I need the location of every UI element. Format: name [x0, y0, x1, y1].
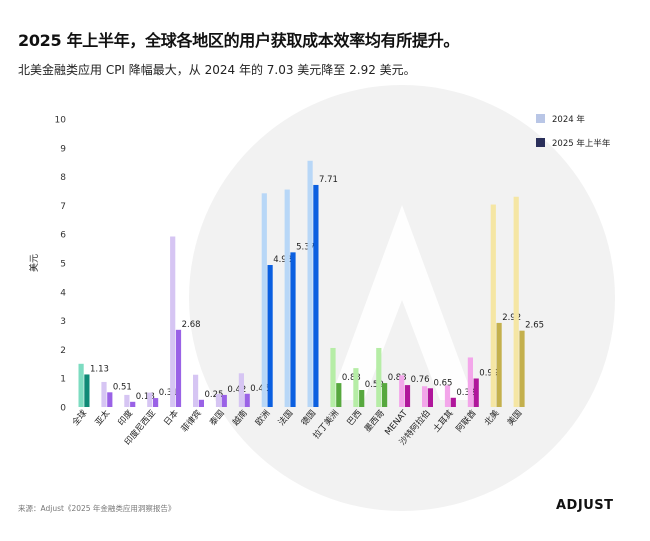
bar-2024 — [490, 204, 496, 407]
data-label: 0.32 — [456, 388, 475, 398]
bar-2024 — [444, 385, 451, 407]
data-label: 0.46 — [250, 384, 269, 394]
bar-2024 — [353, 368, 359, 407]
legend-swatch-2024 — [536, 114, 545, 123]
y-tick-label: 5 — [60, 260, 66, 270]
bar-2024 — [193, 374, 199, 407]
category-label: 全球 — [70, 407, 90, 427]
chart-title: 2025 年上半年，全球各地区的用户获取成本效率均有所提升。 — [18, 31, 460, 50]
y-tick-label: 6 — [60, 231, 66, 241]
bar-2025h1 — [244, 393, 250, 407]
watermark-logo-mark — [330, 205, 474, 400]
data-label: 0.76 — [411, 375, 430, 385]
bar-2024 — [422, 386, 428, 407]
bar-2025h1 — [450, 397, 456, 407]
bar-2025h1 — [84, 374, 90, 407]
data-label: 0.18 — [136, 392, 155, 402]
category-label: 亚太 — [93, 407, 113, 427]
bar-2025h1 — [496, 322, 502, 407]
data-label: 1.13 — [90, 364, 109, 374]
y-tick-label: 4 — [60, 288, 66, 298]
logo-text: ADJUST — [556, 498, 614, 513]
bar-2025h1 — [336, 383, 342, 407]
bar-2024 — [513, 196, 519, 407]
bar-2025h1 — [382, 383, 388, 407]
bar-2024 — [284, 189, 290, 407]
legend-swatch-2025h1 — [536, 138, 545, 147]
bar-2024 — [101, 381, 107, 407]
data-label: 2.65 — [525, 321, 544, 331]
adjust-logo: ADJUST — [556, 498, 613, 513]
data-label: 4.93 — [273, 255, 292, 265]
data-label: 2.68 — [182, 320, 201, 330]
data-label: 0.42 — [227, 385, 246, 395]
data-label: 0.59 — [365, 380, 384, 390]
bar-2024 — [307, 160, 313, 407]
bar-2024 — [124, 394, 130, 407]
bar-2025h1 — [130, 401, 136, 407]
y-tick-label: 0 — [60, 404, 66, 414]
bar-2025h1 — [359, 390, 365, 407]
bar-2025h1 — [473, 378, 479, 407]
data-label: 5.37 — [296, 242, 315, 252]
category-label: 印度 — [116, 407, 136, 427]
bar-2025h1 — [221, 394, 227, 407]
bar-2024 — [170, 236, 176, 407]
bar-2024 — [376, 347, 382, 407]
bar-2025h1 — [267, 265, 273, 407]
bar-2024 — [78, 363, 84, 407]
bar-2025h1 — [153, 398, 159, 407]
bar-2024 — [147, 392, 153, 407]
y-tick-label: 7 — [60, 202, 66, 212]
bar-2025h1 — [313, 184, 319, 407]
y-tick-label: 8 — [60, 173, 66, 183]
data-label: 2.92 — [502, 313, 521, 323]
data-label: 0.83 — [342, 373, 361, 383]
category-label: 菲律宾 — [179, 408, 204, 435]
legend-label-2025h1: 2025 年上半年 — [552, 138, 611, 149]
data-label: 0.51 — [113, 382, 132, 392]
y-tick-label: 10 — [55, 116, 67, 126]
legend-label-2024: 2024 年 — [552, 114, 585, 125]
bar-2024 — [261, 193, 267, 407]
data-label: 0.99 — [479, 368, 498, 378]
bar-2025h1 — [404, 385, 411, 407]
y-tick-label: 2 — [60, 346, 66, 356]
category-label: 日本 — [162, 407, 182, 427]
bar-2024 — [330, 347, 336, 407]
chart-subtitle: 北美金融类应用 CPI 降幅最大，从 2024 年的 7.03 美元降至 2.9… — [18, 63, 416, 77]
y-tick-label: 3 — [60, 317, 66, 327]
bar-2025h1 — [427, 388, 433, 407]
y-tick-label: 1 — [60, 375, 66, 385]
bar-2025h1 — [198, 399, 204, 407]
y-axis-label: 美元 — [28, 254, 40, 272]
bar-2025h1 — [175, 329, 182, 407]
bar-2024 — [467, 357, 473, 407]
data-label: 0.83 — [388, 373, 407, 383]
source-note: 来源：Adjust《2025 年金融类应用洞察报告》 — [18, 504, 176, 513]
bar-2024 — [215, 394, 222, 407]
data-label: 0.65 — [434, 378, 453, 388]
data-label: 0.25 — [205, 390, 224, 400]
y-tick-label: 9 — [60, 144, 66, 154]
bar-2024 — [238, 373, 244, 407]
bar-2024 — [399, 375, 405, 407]
bar-2025h1 — [107, 392, 113, 407]
data-label: 7.71 — [319, 175, 338, 185]
data-label: 0.31 — [159, 388, 178, 398]
bar-2025h1 — [519, 330, 525, 407]
bar-2025h1 — [290, 252, 296, 407]
